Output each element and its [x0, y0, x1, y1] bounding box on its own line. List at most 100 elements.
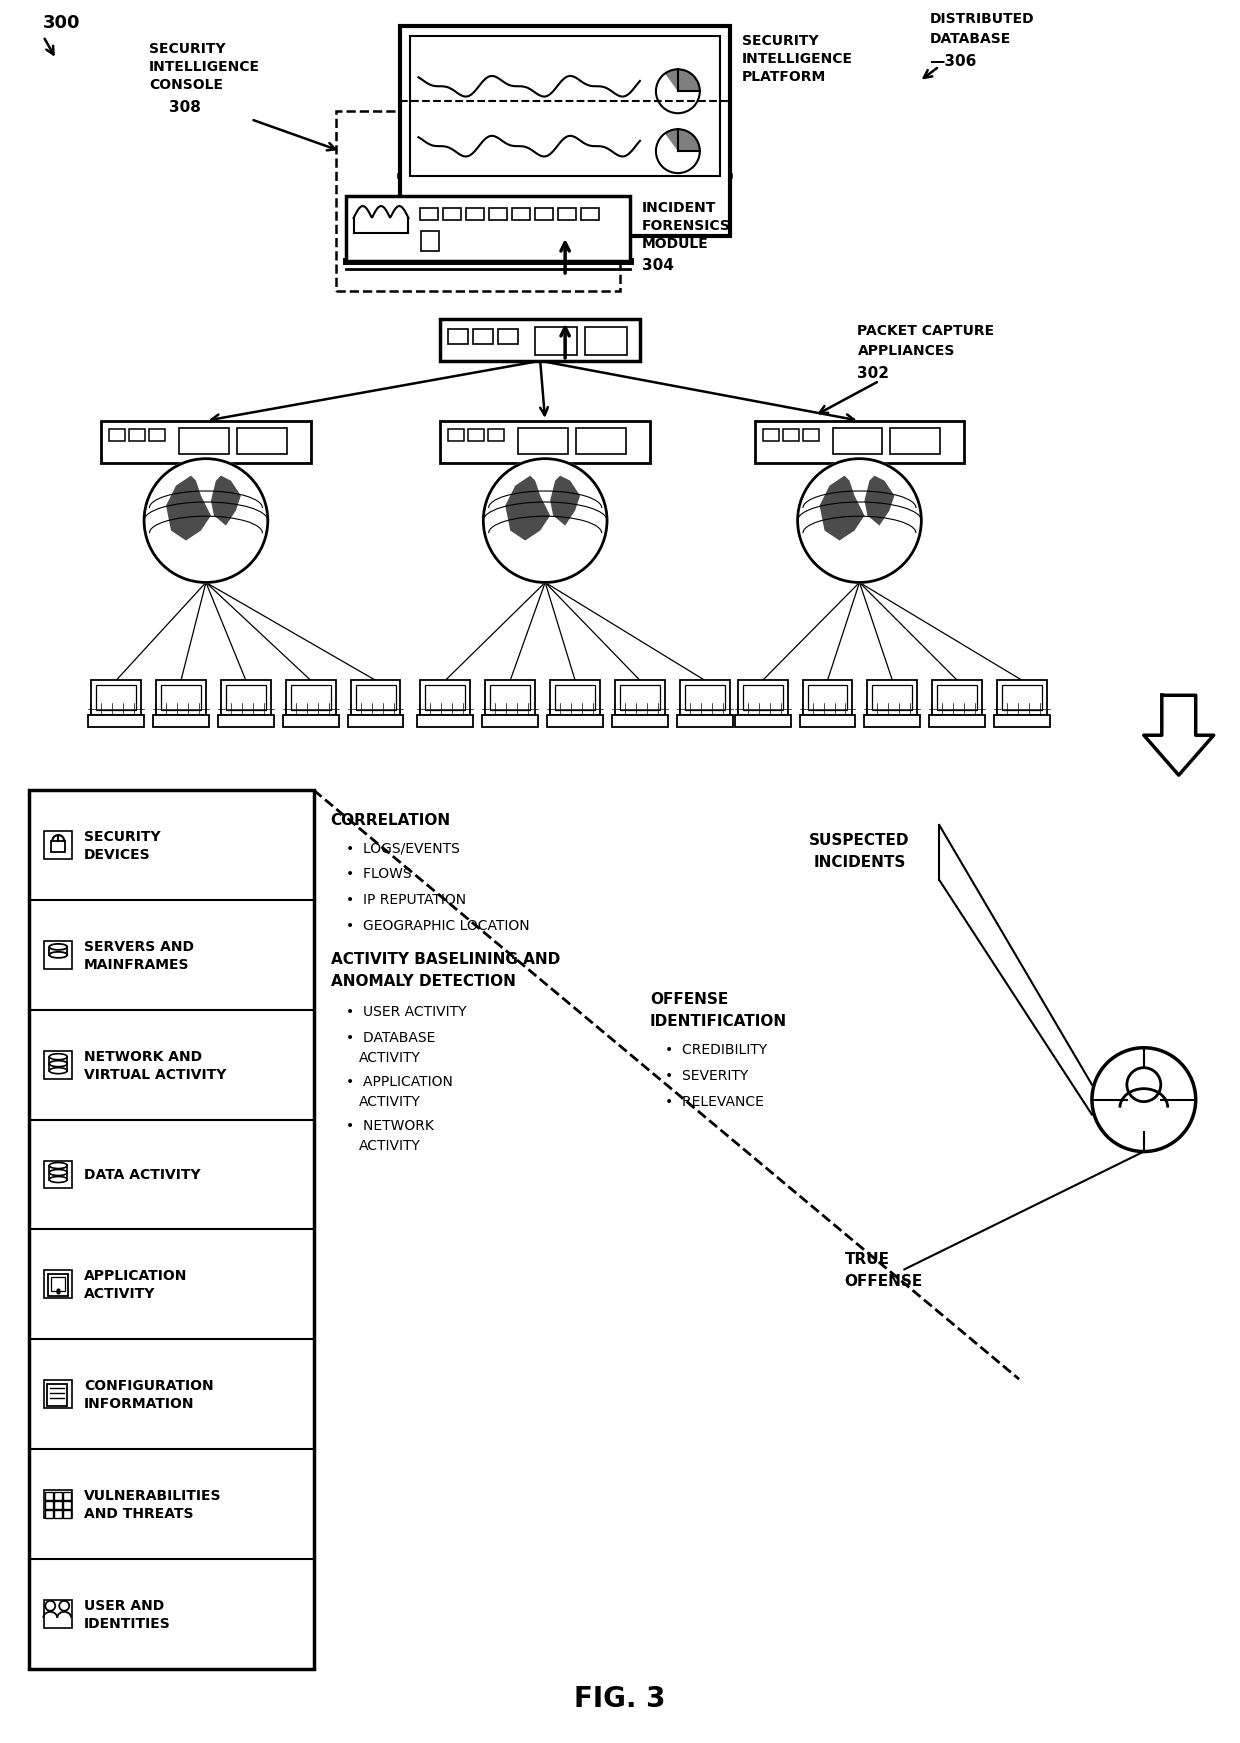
Text: PACKET CAPTURE: PACKET CAPTURE [858, 324, 994, 338]
Text: 304: 304 [642, 258, 673, 274]
Circle shape [484, 458, 608, 582]
Text: OFFENSE: OFFENSE [650, 992, 728, 1007]
Bar [63, 1492, 71, 1501]
Text: INCIDENTS: INCIDENTS [813, 854, 905, 870]
Bar [109, 429, 125, 441]
Text: INCIDENT: INCIDENT [642, 200, 717, 214]
Bar [351, 680, 401, 715]
Bar [63, 1501, 71, 1509]
Bar [738, 680, 787, 715]
Bar [45, 1380, 72, 1408]
Text: 302: 302 [858, 366, 889, 382]
Polygon shape [166, 476, 211, 540]
Text: ACTIVITY: ACTIVITY [358, 1051, 420, 1065]
Bar [932, 680, 982, 715]
Bar [680, 680, 730, 715]
Bar [997, 680, 1047, 715]
Text: FORENSICS: FORENSICS [642, 220, 730, 234]
Bar [129, 429, 145, 441]
Bar [743, 685, 782, 709]
Bar [347, 715, 403, 727]
Bar [226, 685, 265, 709]
Text: •  RELEVANCE: • RELEVANCE [665, 1095, 764, 1109]
Text: INTELLIGENCE: INTELLIGENCE [149, 61, 260, 75]
Text: 300: 300 [43, 14, 81, 33]
Bar [832, 427, 883, 453]
Bar [55, 1492, 62, 1501]
Bar [51, 842, 66, 852]
Text: CONFIGURATION: CONFIGURATION [84, 1379, 213, 1393]
Polygon shape [665, 129, 699, 152]
Bar [420, 680, 470, 715]
Bar [418, 715, 474, 727]
Bar [422, 232, 439, 251]
Text: CORRELATION: CORRELATION [331, 812, 451, 828]
Bar [102, 420, 311, 462]
Polygon shape [505, 476, 551, 540]
Text: SECURITY: SECURITY [149, 42, 226, 56]
Bar [802, 429, 818, 441]
Polygon shape [1143, 695, 1214, 776]
Bar [346, 195, 630, 261]
Bar [615, 680, 665, 715]
Text: CONSOLE: CONSOLE [149, 78, 223, 92]
Bar [577, 427, 626, 453]
Bar [440, 319, 640, 361]
Bar [45, 1600, 72, 1628]
Text: •  NETWORK: • NETWORK [346, 1119, 434, 1133]
Text: FIG. 3: FIG. 3 [574, 1685, 666, 1713]
Bar [512, 207, 531, 220]
Text: •  IP REPUTATION: • IP REPUTATION [346, 892, 466, 906]
Text: ACTIVITY: ACTIVITY [358, 1095, 420, 1109]
Text: SECURITY: SECURITY [84, 830, 161, 844]
Bar [582, 207, 599, 220]
Bar [356, 685, 396, 709]
Text: INFORMATION: INFORMATION [84, 1398, 195, 1412]
Bar [807, 685, 847, 709]
Bar [466, 207, 485, 220]
Text: •  LOGS/EVENTS: • LOGS/EVENTS [346, 842, 460, 856]
Text: NETWORK AND: NETWORK AND [84, 1049, 202, 1063]
Bar [536, 207, 553, 220]
Bar [755, 420, 965, 462]
Circle shape [1127, 1068, 1161, 1102]
Bar [45, 831, 72, 859]
Bar [221, 680, 270, 715]
Bar [285, 680, 336, 715]
Bar [290, 685, 331, 709]
Bar [30, 790, 314, 1668]
Bar [585, 328, 627, 356]
Bar [558, 207, 577, 220]
Bar [613, 715, 668, 727]
Bar [179, 427, 229, 453]
Text: •  SEVERITY: • SEVERITY [665, 1068, 748, 1082]
Bar [868, 680, 918, 715]
Text: •  DATABASE: • DATABASE [346, 1030, 435, 1044]
Bar [489, 429, 505, 441]
Bar [410, 37, 719, 176]
Bar [677, 715, 733, 727]
Text: DATABASE: DATABASE [929, 33, 1011, 47]
Text: AND THREATS: AND THREATS [84, 1508, 193, 1522]
Bar [156, 680, 206, 715]
Bar [490, 685, 531, 709]
Bar [47, 1384, 67, 1407]
Bar [63, 1509, 71, 1518]
Text: INTELLIGENCE: INTELLIGENCE [742, 52, 853, 66]
Bar [763, 429, 779, 441]
Text: SECURITY: SECURITY [742, 35, 818, 49]
Bar [425, 685, 465, 709]
Bar [45, 1271, 72, 1299]
Bar [620, 685, 660, 709]
Bar [420, 207, 439, 220]
Bar [482, 715, 538, 727]
Circle shape [797, 458, 921, 582]
Bar [498, 329, 518, 343]
Bar [449, 329, 469, 343]
Bar [153, 715, 208, 727]
Text: APPLICATION: APPLICATION [84, 1269, 187, 1283]
Bar [469, 429, 485, 441]
Bar [802, 680, 852, 715]
Bar [55, 1509, 62, 1518]
Polygon shape [820, 476, 864, 540]
